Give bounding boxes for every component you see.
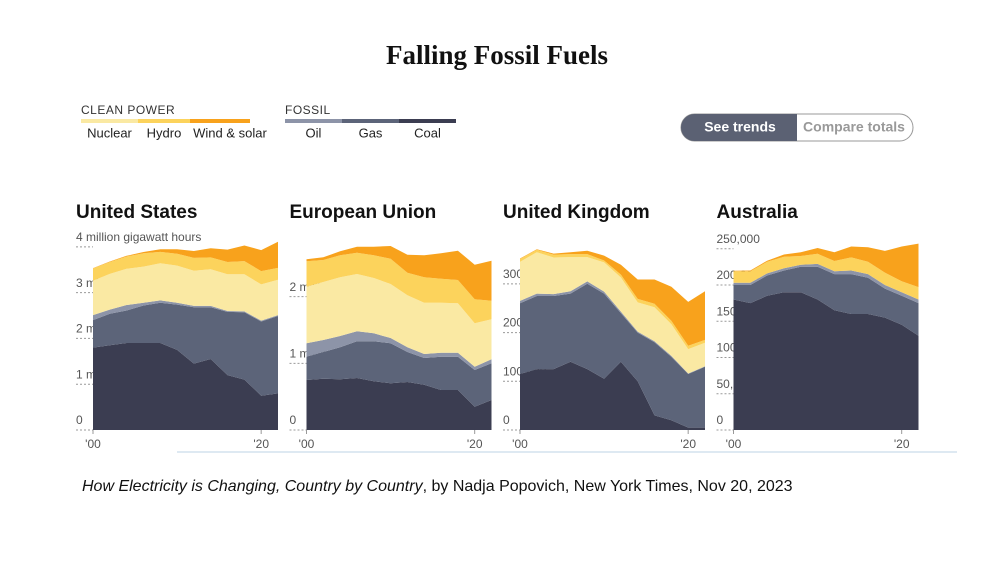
area-hydro — [93, 251, 278, 285]
area-coal — [520, 361, 705, 430]
area-gas — [733, 266, 919, 336]
legend-label: Wind & solar — [193, 125, 267, 140]
y-tick-label: 0 — [503, 413, 510, 427]
y-tick-label: 4 million gigawatt hours — [76, 230, 201, 244]
toggle-active[interactable] — [681, 114, 797, 141]
legend-group-label: CLEAN POWER — [81, 103, 175, 117]
legend-label: Gas — [359, 125, 383, 140]
area-hydro — [520, 249, 705, 350]
legend-swatch — [342, 119, 399, 123]
area-gas — [306, 341, 492, 407]
legend-swatch — [81, 119, 138, 123]
x-tick-label: '20 — [253, 437, 269, 451]
chart-title: United States — [76, 202, 197, 223]
y-tick-label: 0 — [717, 413, 724, 427]
legend-label: Nuclear — [87, 125, 132, 140]
chart-title: Australia — [717, 202, 799, 223]
chart-title: European Union — [290, 202, 437, 223]
legend-swatch — [138, 119, 190, 123]
area-wind-solar — [520, 249, 705, 346]
toggle-option[interactable]: Compare totals — [803, 119, 905, 135]
area-wind-solar — [93, 241, 278, 272]
chart-title: United Kingdom — [503, 202, 650, 223]
legend-label: Oil — [306, 125, 322, 140]
area-hydro — [733, 253, 919, 300]
area-nuclear — [306, 274, 492, 367]
legend-group-label: FOSSIL — [285, 103, 331, 117]
x-tick-label: '00 — [726, 437, 742, 451]
legend-swatch — [399, 119, 456, 123]
area-coal — [93, 343, 278, 430]
x-tick-label: '00 — [299, 437, 315, 451]
legend-label: Coal — [414, 125, 441, 140]
area-wind-solar — [733, 243, 919, 288]
y-tick-label: 250,000 — [717, 232, 761, 246]
area-gas — [520, 283, 705, 428]
y-tick-label: 0 — [76, 413, 83, 427]
area-nuclear — [520, 252, 705, 374]
area-coal — [733, 292, 919, 430]
area-wind-solar — [306, 246, 492, 301]
caption-title: How Electricity is Changing, Country by … — [82, 478, 424, 495]
toggle[interactable]: See trends Compare totals — [680, 113, 914, 142]
y-tick-label: 0 — [290, 413, 297, 427]
caption: How Electricity is Changing, Country by … — [82, 478, 793, 495]
area-oil — [733, 263, 919, 304]
page-title: Falling Fossil Fuels — [386, 40, 608, 70]
x-tick-label: '20 — [680, 437, 696, 451]
x-tick-label: '20 — [894, 437, 910, 451]
legend-label: Hydro — [147, 125, 182, 140]
area-oil — [306, 331, 492, 370]
area-gas — [93, 302, 278, 396]
area-coal — [306, 378, 492, 430]
area-hydro — [306, 252, 492, 324]
area-oil — [93, 300, 278, 322]
area-nuclear — [93, 263, 278, 321]
x-tick-label: '00 — [512, 437, 528, 451]
x-tick-label: '00 — [85, 437, 101, 451]
x-tick-label: '20 — [467, 437, 483, 451]
legend-swatch — [190, 119, 250, 123]
caption-credit: , by Nadja Popovich, New York Times, Nov… — [423, 478, 793, 495]
toggle-option[interactable]: See trends — [704, 119, 776, 135]
legend-swatch — [285, 119, 342, 123]
